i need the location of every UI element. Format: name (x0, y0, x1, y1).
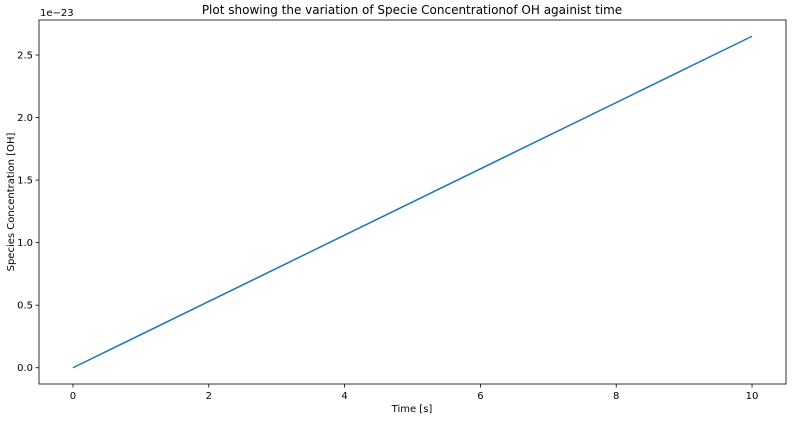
y-axis-ticks: 0.0 0.5 1.0 1.5 2.0 2.5 (17, 51, 39, 374)
y-axis-label: Species Concentration [OH] (6, 133, 17, 272)
plot-area-frame (38, 19, 787, 385)
x-tick-label: 6 (477, 391, 483, 402)
x-tick-label: 4 (341, 391, 347, 402)
x-axis-ticks: 0 2 4 6 8 10 (70, 384, 759, 402)
y-offset-label: 1e−23 (40, 8, 74, 19)
y-tick-label: 0.5 (17, 301, 33, 312)
y-tick-label: 2.5 (17, 51, 33, 62)
x-tick-label: 8 (613, 391, 619, 402)
x-axis-label: Time [s] (391, 404, 433, 415)
series-line (72, 35, 753, 369)
x-tick-label: 0 (70, 391, 76, 402)
y-tick-label: 0.0 (17, 363, 33, 374)
chart-title: Plot showing the variation of Specie Con… (202, 3, 622, 17)
x-tick-label: 10 (746, 391, 759, 402)
y-tick-label: 1.0 (17, 238, 33, 249)
y-tick-label: 1.5 (17, 176, 33, 187)
x-tick-label: 2 (206, 391, 212, 402)
y-tick-label: 2.0 (17, 113, 33, 124)
series-layer (72, 35, 753, 369)
